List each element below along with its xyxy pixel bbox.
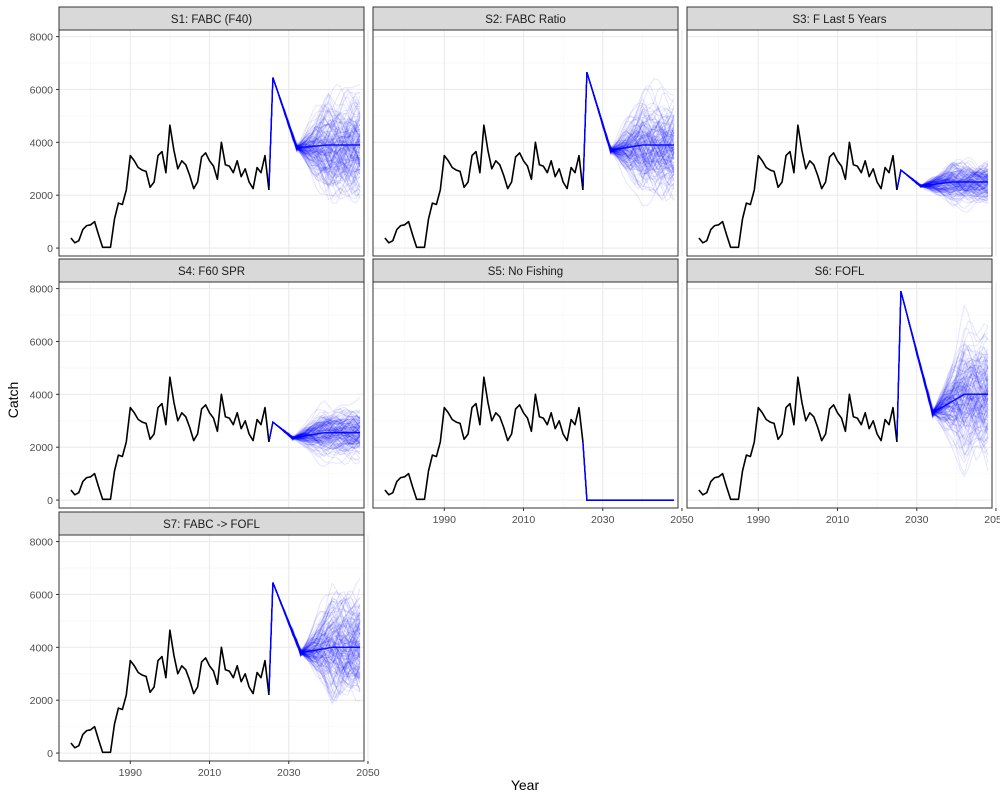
projection-center-line [268, 420, 360, 443]
facet-strip-label: S1: FABC (F40) [171, 14, 252, 26]
projection-line [896, 158, 989, 190]
projection-traces [896, 157, 989, 213]
y-axis-title: Catch [5, 382, 21, 419]
y-tick-label: 8000 [30, 537, 54, 549]
y-tick-label: 4000 [30, 137, 54, 149]
panel-border [58, 29, 365, 257]
plot-background [373, 282, 678, 508]
projection-center-line [896, 291, 988, 442]
facet-strip-label: S5: No Fishing [488, 266, 563, 278]
x-tick-label: 1990 [747, 514, 771, 526]
x-tick-label: 2010 [826, 514, 850, 526]
y-tick-label: 6000 [30, 589, 54, 601]
y-tick-label: 6000 [30, 84, 54, 96]
projection-center-line [268, 582, 360, 695]
y-tick-label: 8000 [30, 32, 54, 44]
historical-catch-line [384, 376, 584, 501]
y-tick-label: 2000 [30, 695, 54, 707]
projection-line [268, 409, 361, 442]
facet-panel: S4: F60 SPR 0 2000 4000 6000 8000 [30, 258, 369, 509]
x-tick-label: 1990 [119, 767, 143, 779]
y-tick-label: 0 [47, 243, 53, 255]
x-tick-label: 2030 [905, 514, 929, 526]
y-tick-label: 4000 [30, 389, 54, 401]
panel-border [686, 29, 993, 257]
projection-traces [582, 441, 674, 501]
panel-border [372, 281, 679, 509]
projection-traces [582, 72, 675, 207]
plot-background [687, 30, 992, 256]
y-tick-label: 0 [47, 748, 53, 760]
y-tick-label: 2000 [30, 442, 54, 454]
historical-catch-line [698, 376, 898, 501]
x-tick-label: 2010 [198, 767, 222, 779]
panel-border [58, 534, 365, 762]
panel-border [686, 281, 993, 509]
y-tick-label: 2000 [30, 190, 54, 202]
panel-border [372, 29, 679, 257]
facet-strip-label: S6: FOFL [815, 266, 865, 278]
historical-catch-line [384, 124, 584, 249]
projection-center-line [268, 77, 360, 190]
projection-line [268, 421, 361, 448]
plot-background [59, 535, 364, 761]
plot-background [373, 30, 678, 256]
facet-strip-label: S3: F Last 5 Years [793, 14, 887, 26]
projection-center-line [896, 168, 988, 191]
projection-line [268, 77, 361, 190]
y-tick-label: 4000 [30, 642, 54, 654]
projection-traces [268, 77, 361, 204]
historical-catch-line [70, 376, 270, 501]
projection-line [268, 421, 361, 444]
facet-panel: S5: No Fishing 1990 2010 2030 2050 [372, 258, 694, 526]
x-axis-title: Year [511, 777, 540, 793]
x-tick-label: 2030 [277, 767, 301, 779]
x-tick-label: 1990 [433, 514, 457, 526]
projection-traces [268, 578, 361, 706]
projection-traces [896, 291, 989, 478]
projection-line [268, 421, 361, 442]
facet-panel: S6: FOFL 1990 2010 2030 2050 [686, 258, 1000, 526]
facet-strip-label: S2: FABC Ratio [485, 14, 566, 26]
y-tick-label: 8000 [30, 284, 54, 296]
x-tick-label: 2010 [512, 514, 536, 526]
facet-panel: S2: FABC Ratio [372, 6, 683, 257]
panel-border [58, 281, 365, 509]
projection-traces [268, 397, 361, 467]
facet-panel: S3: F Last 5 Years [686, 6, 997, 257]
historical-catch-line [698, 124, 898, 249]
facet-strip-label: S4: F60 SPR [178, 266, 245, 278]
historical-catch-line [70, 629, 270, 754]
projection-center-line [582, 441, 674, 501]
facet-panel: S7: FABC -> FOFL 0 2000 4000 6000 8000 1990 201… [30, 511, 380, 779]
historical-catch-line [70, 124, 270, 249]
plot-background [59, 30, 364, 256]
x-tick-label: 2050 [670, 514, 694, 526]
projection-center-line [582, 72, 674, 190]
plot-background [687, 282, 992, 508]
x-tick-label: 2050 [356, 767, 380, 779]
facet-panel: S1: FABC (F40) 0 2000 4000 6000 8000 [30, 6, 369, 257]
x-tick-label: 2050 [984, 514, 1000, 526]
facet-strip-label: S7: FABC -> FOFL [163, 519, 260, 531]
x-tick-label: 2030 [591, 514, 615, 526]
projection-line [268, 77, 361, 190]
projection-line [268, 415, 361, 442]
y-tick-label: 0 [47, 495, 53, 507]
plot-background [59, 282, 364, 508]
projection-line [268, 421, 361, 444]
facet-panels: S1: FABC (F40) 0 2000 4000 6000 8000 S2: FABC … [30, 6, 1000, 779]
y-tick-label: 6000 [30, 336, 54, 348]
